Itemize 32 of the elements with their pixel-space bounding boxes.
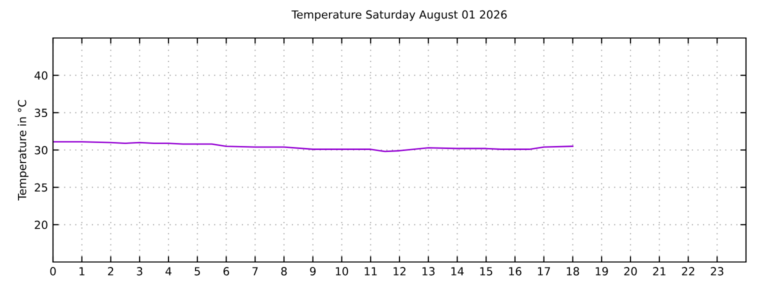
x-tick-label: 15 bbox=[480, 267, 492, 276]
y-tick-label: 40 bbox=[34, 71, 48, 80]
x-tick-label: 6 bbox=[223, 267, 230, 276]
y-tick-label: 35 bbox=[34, 108, 48, 118]
y-axis-title: Temperature in °C bbox=[18, 100, 28, 200]
x-tick-label: 3 bbox=[136, 267, 142, 276]
x-tick-label: 7 bbox=[252, 267, 258, 276]
x-tick-label: 13 bbox=[422, 267, 435, 276]
line-series bbox=[53, 141, 574, 152]
chart-title: Temperature Saturday August 01 2026 bbox=[292, 10, 507, 21]
y-tick-label: 25 bbox=[34, 183, 48, 192]
x-tick-label: 5 bbox=[194, 267, 200, 276]
x-tick-label: 1 bbox=[80, 267, 84, 276]
x-tick-label: 23 bbox=[710, 267, 724, 276]
x-tick-label: 10 bbox=[336, 267, 348, 276]
x-tick-label: 20 bbox=[624, 267, 637, 276]
x-tick-label: 11 bbox=[364, 267, 377, 276]
x-tick-label: 2 bbox=[108, 267, 114, 276]
x-tick-label: 18 bbox=[566, 267, 580, 276]
x-tick-label: 22 bbox=[682, 267, 694, 276]
x-tick-label: 0 bbox=[50, 267, 56, 276]
x-tick-label: 9 bbox=[310, 267, 316, 276]
x-tick-label: 21 bbox=[653, 267, 666, 276]
x-tick-label: 4 bbox=[166, 267, 172, 276]
x-tick-label: 12 bbox=[394, 267, 406, 276]
x-tick-label: 17 bbox=[538, 267, 550, 276]
x-tick-label: 14 bbox=[451, 267, 464, 276]
x-tick-label: 16 bbox=[509, 267, 522, 276]
x-tick-label: 19 bbox=[596, 267, 608, 276]
x-tick-label: 8 bbox=[281, 267, 287, 276]
y-tick-label: 20 bbox=[34, 220, 48, 230]
y-tick-label: 30 bbox=[34, 146, 48, 154]
